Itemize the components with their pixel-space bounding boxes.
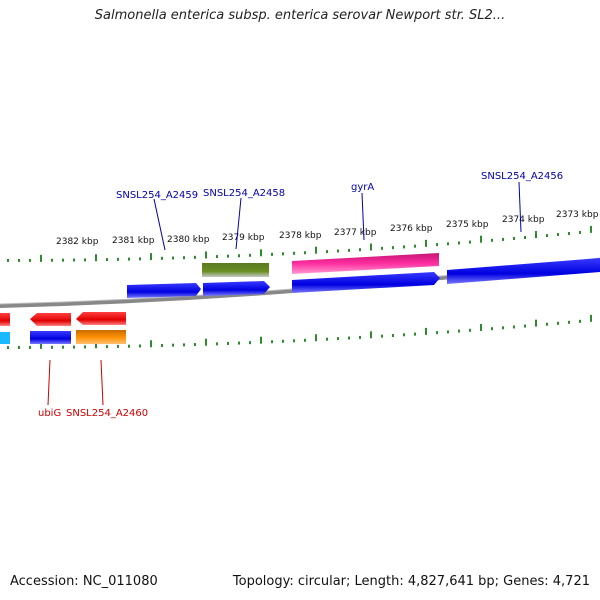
tick-label: 2381 kbp [112,236,155,246]
tick-labels: 2382 kbp 2381 kbp 2380 kbp 2379 kbp 2378… [56,210,599,247]
gene-feature-left-red[interactable] [0,313,10,326]
genome-title: Salmonella enterica subsp. enterica sero… [94,8,506,23]
gene-feature-SNSL254_A2460-red[interactable] [76,312,126,325]
gene-feature-ubiG[interactable] [30,331,71,344]
tick-label: 2375 kbp [446,220,489,230]
reverse-strand-features [0,312,126,344]
tick-label: 2382 kbp [56,237,99,247]
tick-label: 2376 kbp [390,224,433,234]
gene-feature-SNSL254_A2458[interactable] [203,281,270,296]
gene-label-SNSL254_A2458[interactable]: SNSL254_A2458 [203,188,285,199]
gene-feature-SNSL254_A2459[interactable] [127,283,201,298]
tick-label: 2377 kbp [334,228,377,238]
inner-tick-marks [7,314,592,349]
tick-label: 2378 kbp [279,231,322,241]
gene-label-ubiG[interactable]: ubiG [38,408,61,419]
gene-feature-ubiG-red[interactable] [30,313,71,326]
tick-label: 2374 kbp [502,215,545,225]
gene-label-SNSL254_A2459[interactable]: SNSL254_A2459 [116,190,198,201]
gene-feature-gyrA-pink[interactable] [292,253,439,274]
label-leader-lines [47,181,522,406]
rRNA-feature[interactable] [202,263,269,277]
tick-label: 2373 kbp [556,210,599,220]
gene-label-gyrA[interactable]: gyrA [351,182,374,193]
tick-label: 2380 kbp [167,235,210,245]
tick-label: 2379 kbp [222,233,265,243]
accession-text: Accession: NC_011080 [10,574,158,589]
gene-feature-SNSL254_A2460[interactable] [76,330,126,344]
gene-label-SNSL254_A2456[interactable]: SNSL254_A2456 [481,171,563,182]
footer-info: Accession: NC_011080 Topology: circular;… [10,574,590,589]
gene-labels: SNSL254_A2459 SNSL254_A2458 gyrA SNSL254… [38,171,563,419]
topology-text: Topology: circular; Length: 4,827,641 bp… [232,574,590,589]
gene-label-SNSL254_A2460[interactable]: SNSL254_A2460 [66,408,148,419]
outer-tick-marks [7,225,592,262]
gene-feature-gyrA[interactable] [292,272,440,293]
gene-feature-SNSL254_A2456[interactable] [447,258,600,284]
gene-feature-left-cyan[interactable] [0,332,10,344]
forward-strand-features [127,253,600,298]
